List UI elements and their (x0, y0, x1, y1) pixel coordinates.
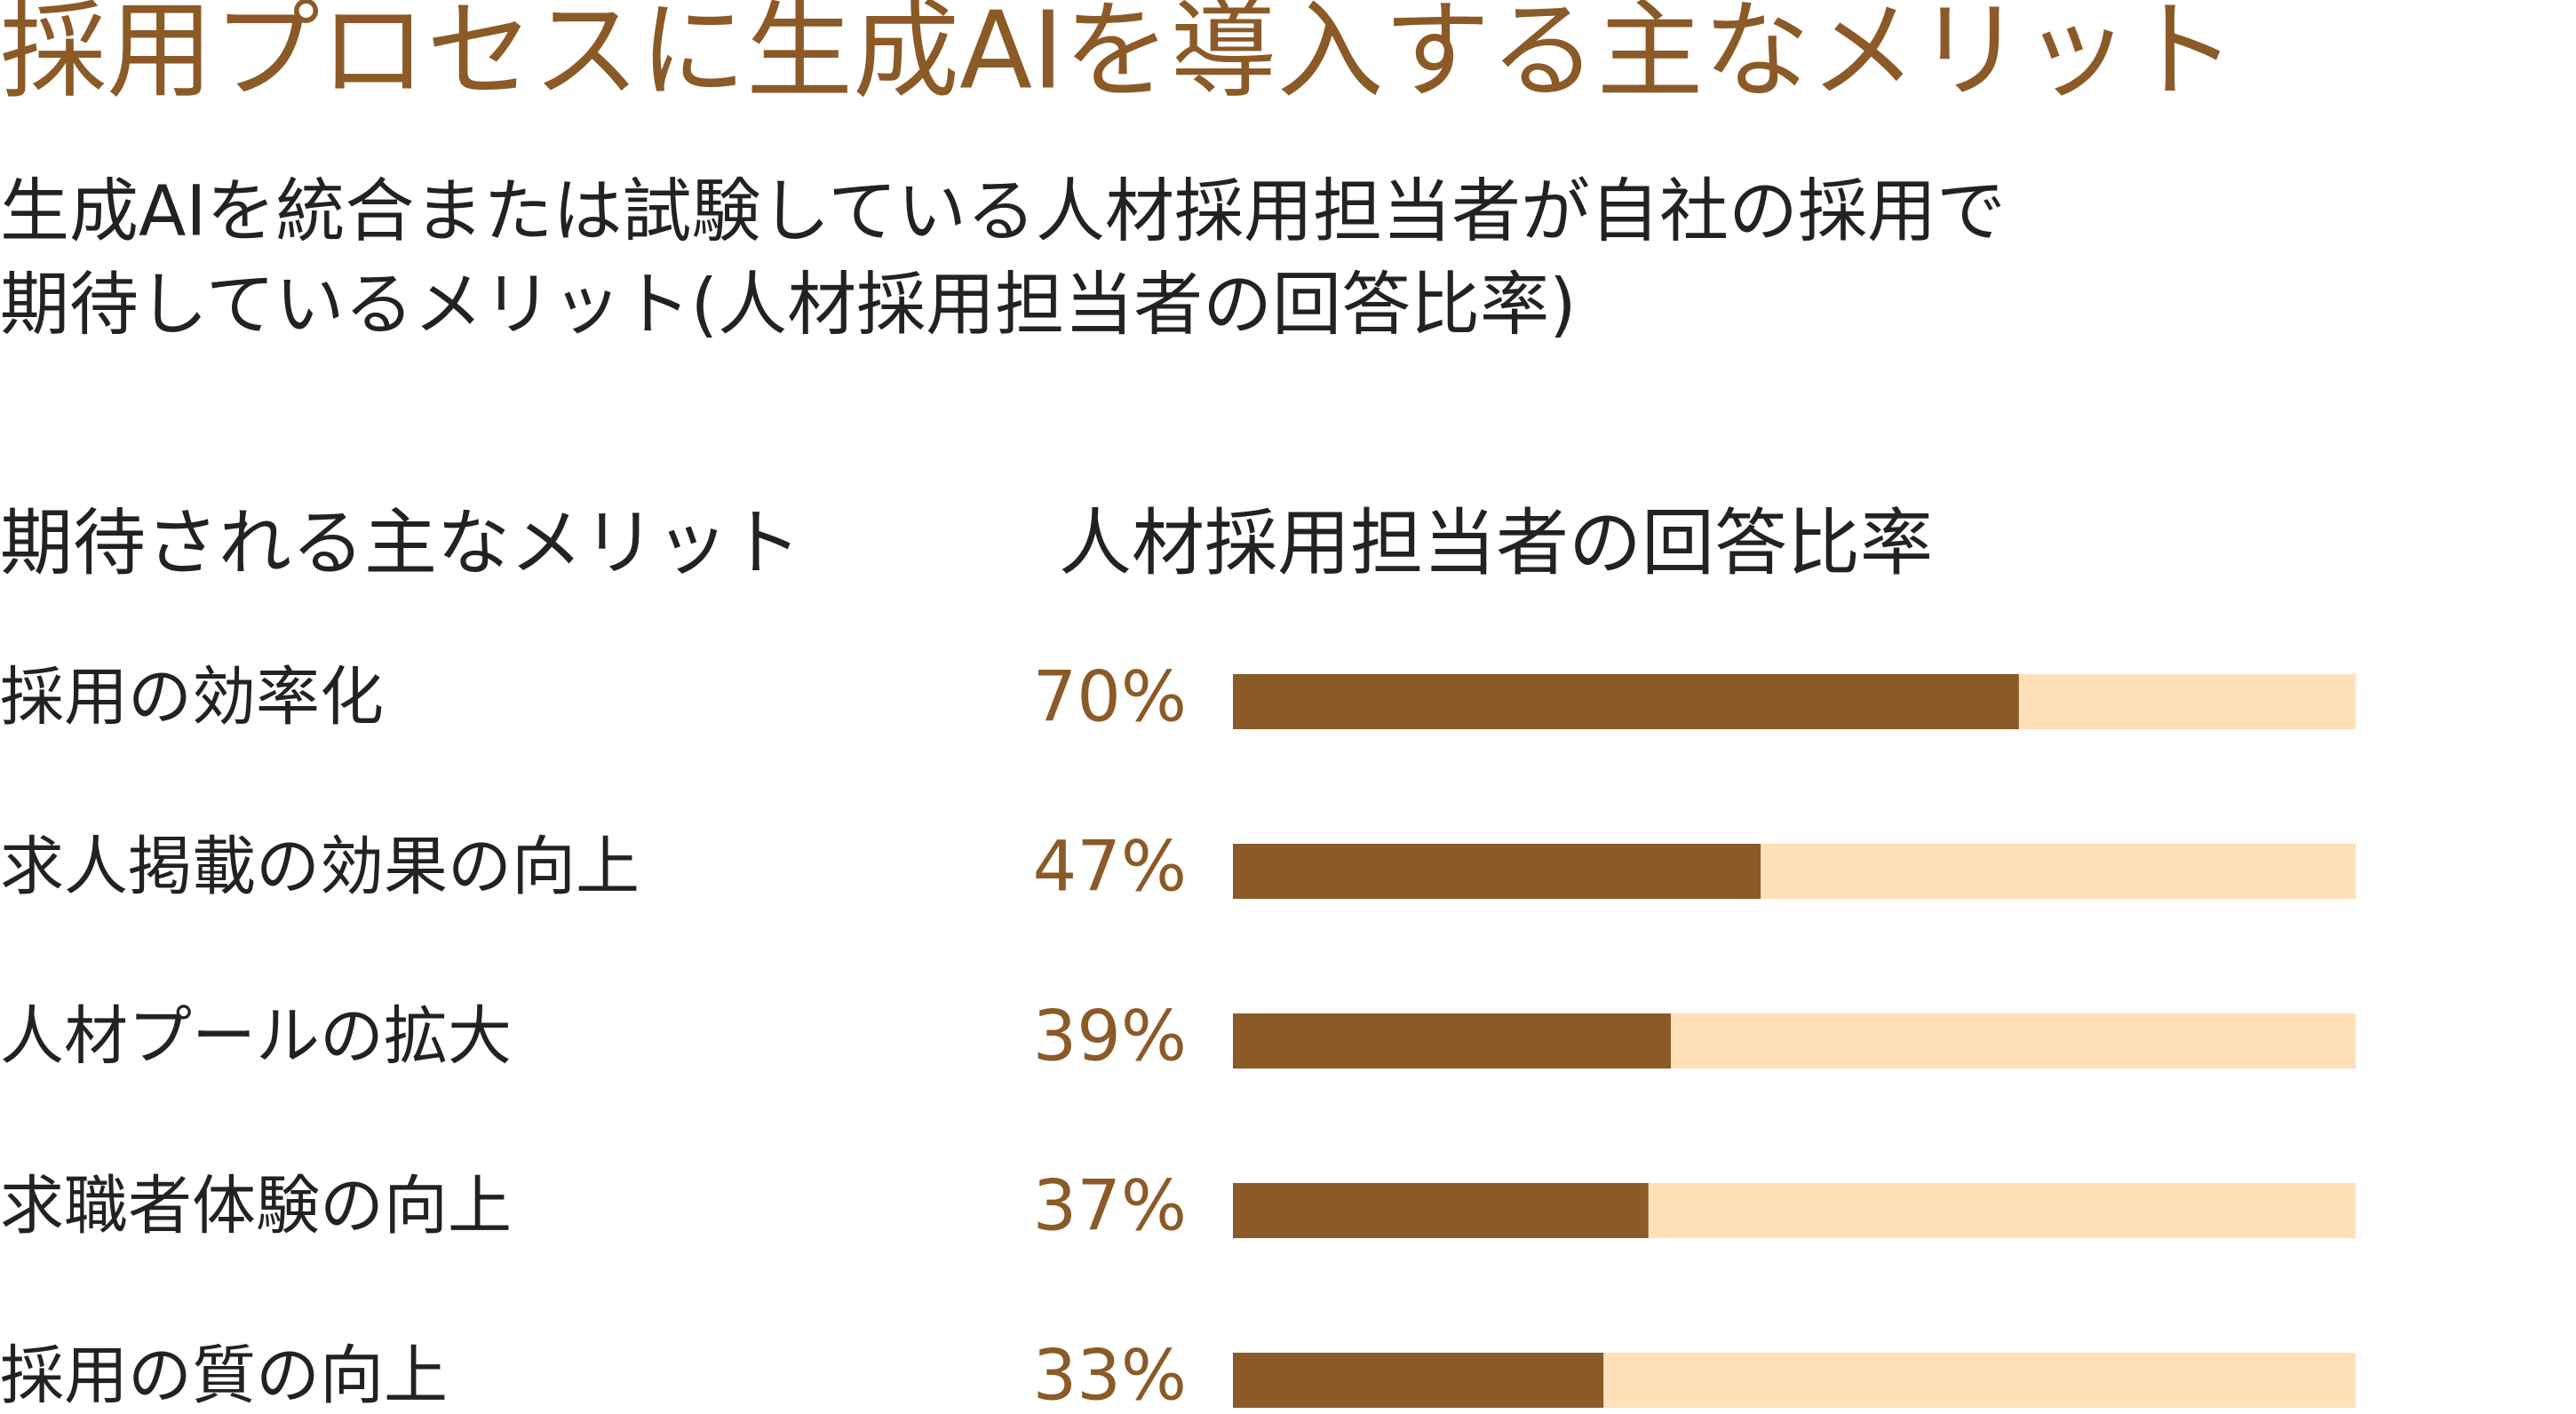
bar (1233, 1183, 1649, 1238)
value-label: 39% (1033, 997, 1187, 1076)
bar (1233, 844, 1761, 899)
category-label: 採用の質の向上 (0, 1339, 448, 1413)
value-label: 70% (1033, 657, 1187, 737)
column-header: 期待される主なメリット (0, 501, 801, 585)
bar (1233, 674, 2019, 729)
value-label: 37% (1033, 1166, 1187, 1246)
category-label: 人材プールの拡大 (0, 999, 512, 1074)
category-label: 採用の効率化 (0, 660, 384, 735)
column-header: 人材採用担当者の回答比率 (1059, 501, 1933, 585)
category-label: 求人掲載の効果の向上 (0, 830, 640, 904)
value-label: 33% (1033, 1336, 1187, 1414)
value-label: 47% (1033, 827, 1187, 907)
bar (1233, 1013, 1671, 1068)
chart-title: 採用プロセスに生成AIを導入する主なメリット (0, 0, 2236, 114)
category-label: 求職者体験の向上 (0, 1169, 512, 1243)
chart-subtitle: 生成AIを統合または試験している人材採用担当者が自社の採用で (0, 171, 2006, 251)
chart-subtitle: 期待しているメリット(人材採用担当者の回答比率) (0, 265, 1577, 345)
bar (1233, 1353, 1604, 1408)
